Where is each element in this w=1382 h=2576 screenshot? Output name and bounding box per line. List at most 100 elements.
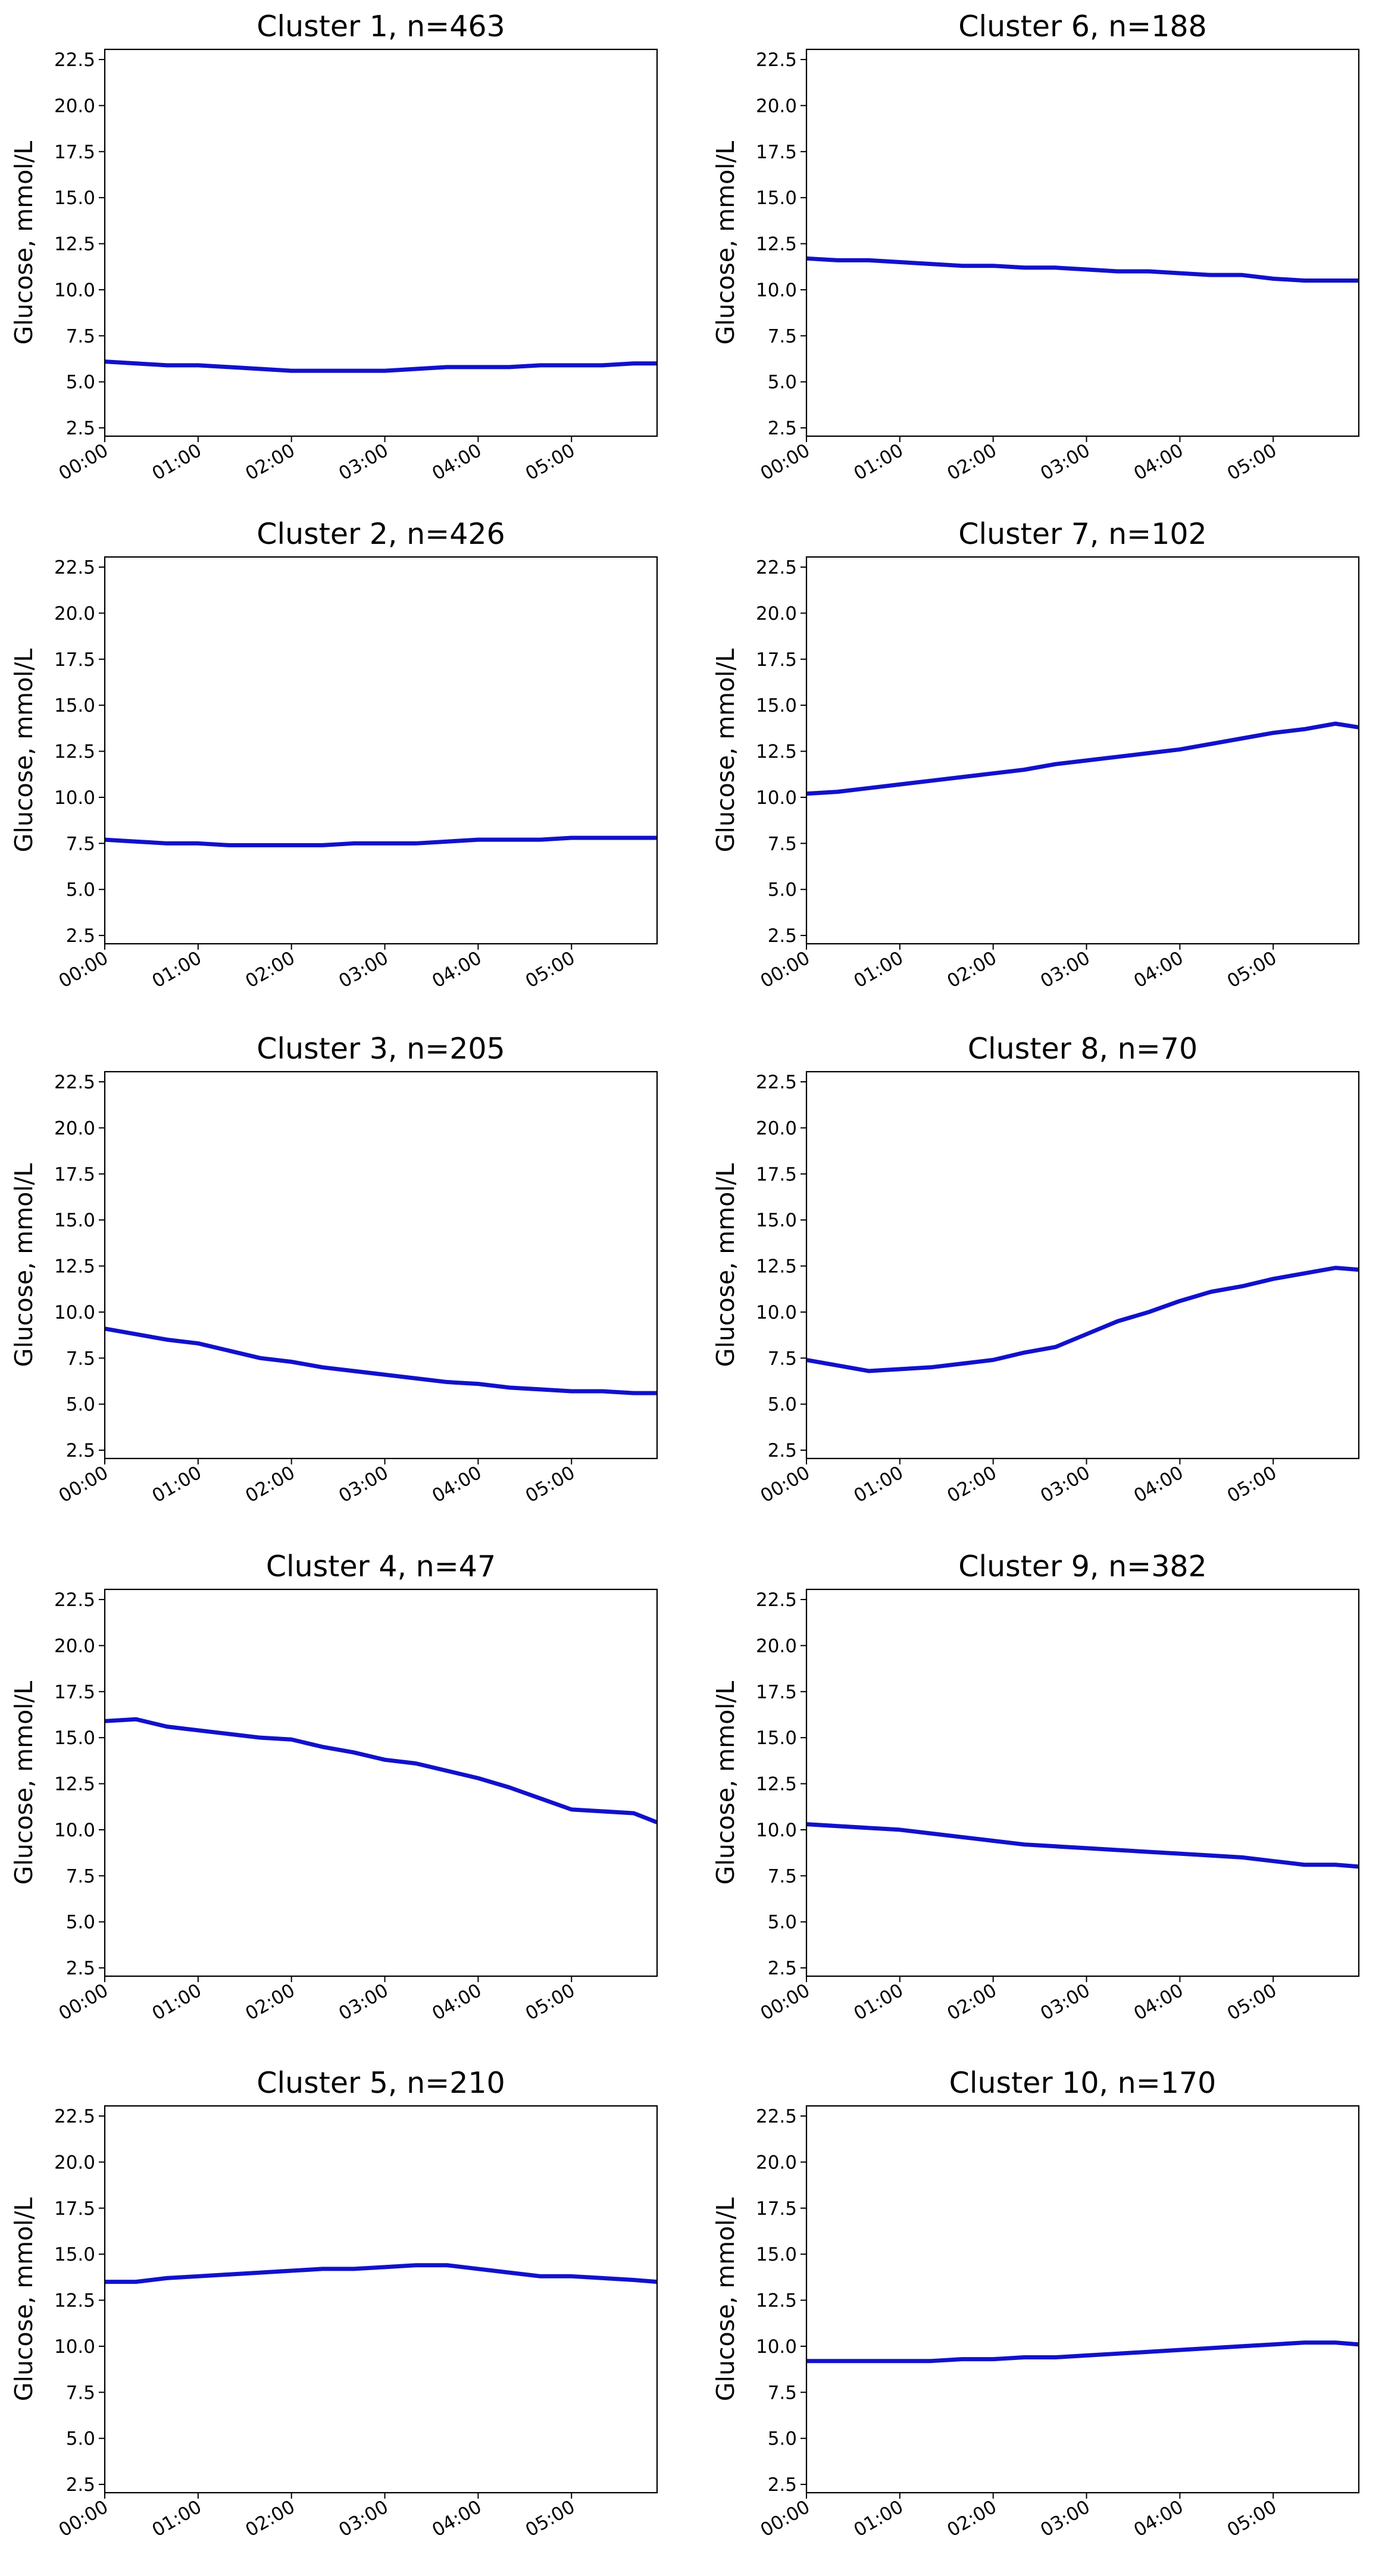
data-line xyxy=(806,256,1359,283)
y-tick-label: 7.5 xyxy=(66,325,95,347)
y-tick-label: 2.5 xyxy=(768,925,797,947)
x-tick-label: 04:00 xyxy=(429,1462,485,1507)
x-tick-label: 02:00 xyxy=(943,2496,1000,2541)
y-tick-label: 20.0 xyxy=(54,95,95,117)
y-tick-label: 15.0 xyxy=(756,2244,797,2265)
y-tick-label: 12.5 xyxy=(756,2290,797,2312)
x-tick-label: 04:00 xyxy=(429,2496,485,2541)
plot-frame xyxy=(104,556,658,945)
y-tick-label: 7.5 xyxy=(768,833,797,855)
y-tick-label: 17.5 xyxy=(756,1682,797,1703)
y-tick-label: 2.5 xyxy=(768,1958,797,1979)
x-tick-label: 02:00 xyxy=(943,440,1000,485)
plot-frame xyxy=(104,2105,658,2494)
plot-frame xyxy=(805,1071,1360,1460)
y-tick-label: 15.0 xyxy=(54,695,95,716)
data-line xyxy=(806,1266,1359,1373)
x-tick-label: 01:00 xyxy=(148,947,205,993)
x-tick-label: 00:00 xyxy=(757,2496,814,2541)
x-tick-label: 05:00 xyxy=(1224,1462,1280,1507)
y-tick-label: 20.0 xyxy=(756,1635,797,1657)
x-tick-label: 05:00 xyxy=(522,1980,579,2025)
y-tick-label: 12.5 xyxy=(54,1256,95,1278)
y-tick-label: 15.0 xyxy=(756,1210,797,1231)
y-tick-label: 22.5 xyxy=(54,557,95,578)
x-tick-label: 01:00 xyxy=(148,2496,205,2541)
x-tick-label: 04:00 xyxy=(429,440,485,485)
y-tick-label: 12.5 xyxy=(756,1774,797,1795)
chart: Cluster 3, n=205 Glucose, mmol/L 2.5 5.0 7.5… xyxy=(10,1032,658,1507)
x-tick-label: 03:00 xyxy=(1037,1462,1093,1507)
chart: Cluster 8, n=70 Glucose, mmol/L 2.5 5.0 7.5 1… xyxy=(711,1032,1360,1507)
x-tick-label: 05:00 xyxy=(522,947,579,993)
y-tick-label: 20.0 xyxy=(54,603,95,624)
chart-title: Cluster 2, n=426 xyxy=(257,517,505,551)
plot-frame xyxy=(805,2105,1360,2494)
y-tick-label: 10.0 xyxy=(54,1302,95,1323)
y-tick-label: 10.0 xyxy=(54,1820,95,1841)
y-tick-label: 2.5 xyxy=(66,418,95,439)
chart: Cluster 4, n=47 Glucose, mmol/L 2.5 5.0 7.5 1… xyxy=(10,1550,658,2025)
chart: Cluster 2, n=426 Glucose, mmol/L 2.5 5.0 7.5… xyxy=(10,517,658,993)
chart: Cluster 6, n=188 Glucose, mmol/L 2.5 5.0 7.5… xyxy=(711,10,1360,485)
chart: Cluster 9, n=382 Glucose, mmol/L 2.5 5.0 7.5… xyxy=(711,1550,1360,2025)
y-tick-label: 22.5 xyxy=(756,2106,797,2127)
data-line xyxy=(104,1717,658,1824)
y-tick-label: 5.0 xyxy=(768,2428,797,2450)
y-tick-label: 2.5 xyxy=(66,1440,95,1461)
y-tick-label: 17.5 xyxy=(54,649,95,671)
y-tick-label: 17.5 xyxy=(54,142,95,163)
y-tick-label: 10.0 xyxy=(54,2336,95,2358)
plot-frame xyxy=(805,1588,1360,1977)
data-line xyxy=(105,2263,658,2284)
y-tick-label: 22.5 xyxy=(54,1072,95,1093)
x-tick-label: 04:00 xyxy=(429,1980,485,2025)
plot-frame xyxy=(104,48,658,437)
y-tick-label: 10.0 xyxy=(756,1302,797,1323)
x-tick-label: 01:00 xyxy=(148,440,205,485)
y-tick-label: 2.5 xyxy=(768,2474,797,2496)
y-tick-label: 2.5 xyxy=(66,1958,95,1979)
x-tick-label: 00:00 xyxy=(55,440,112,485)
x-tick-label: 00:00 xyxy=(55,1980,112,2025)
y-tick-label: 20.0 xyxy=(756,1118,797,1139)
x-tick-label: 00:00 xyxy=(55,1462,112,1507)
x-tick-label: 01:00 xyxy=(850,1462,906,1507)
x-tick-label: 00:00 xyxy=(55,2496,112,2541)
y-tick-label: 7.5 xyxy=(768,2382,797,2403)
y-tick-label: 12.5 xyxy=(54,1774,95,1795)
chart-title: Cluster 1, n=463 xyxy=(257,10,505,43)
y-tick-label: 2.5 xyxy=(66,2474,95,2496)
chart-title: Cluster 5, n=210 xyxy=(257,2066,505,2100)
data-line xyxy=(104,359,657,373)
data-line xyxy=(806,2340,1359,2364)
y-tick-label: 22.5 xyxy=(54,2106,95,2127)
y-tick-label: 20.0 xyxy=(54,2152,95,2173)
y-tick-label: 5.0 xyxy=(768,1394,797,1416)
y-tick-label: 10.0 xyxy=(756,787,797,809)
x-tick-label: 00:00 xyxy=(757,947,814,993)
chart: Cluster 10, n=170 Glucose, mmol/L 2.5 5.0 7.… xyxy=(711,2066,1360,2541)
y-axis-label: Glucose, mmol/L xyxy=(711,649,740,853)
y-tick-label: 22.5 xyxy=(756,1072,797,1093)
x-tick-label: 03:00 xyxy=(1037,440,1093,485)
data-line xyxy=(104,1326,657,1395)
x-tick-label: 03:00 xyxy=(335,440,392,485)
x-tick-label: 00:00 xyxy=(757,1980,814,2025)
x-tick-label: 05:00 xyxy=(1224,947,1280,993)
y-tick-label: 7.5 xyxy=(768,325,797,347)
plot-frame xyxy=(805,556,1360,945)
y-tick-label: 15.0 xyxy=(54,187,95,209)
y-tick-label: 17.5 xyxy=(756,2198,797,2220)
y-tick-label: 17.5 xyxy=(54,1682,95,1703)
y-tick-label: 10.0 xyxy=(756,280,797,301)
y-tick-label: 20.0 xyxy=(54,1118,95,1139)
x-tick-label: 05:00 xyxy=(522,1462,579,1507)
chart-title: Cluster 6, n=188 xyxy=(958,10,1206,43)
y-tick-label: 15.0 xyxy=(756,1727,797,1749)
y-tick-label: 22.5 xyxy=(54,1589,95,1611)
y-tick-label: 2.5 xyxy=(768,1440,797,1461)
chart-title: Cluster 3, n=205 xyxy=(257,1032,505,1066)
